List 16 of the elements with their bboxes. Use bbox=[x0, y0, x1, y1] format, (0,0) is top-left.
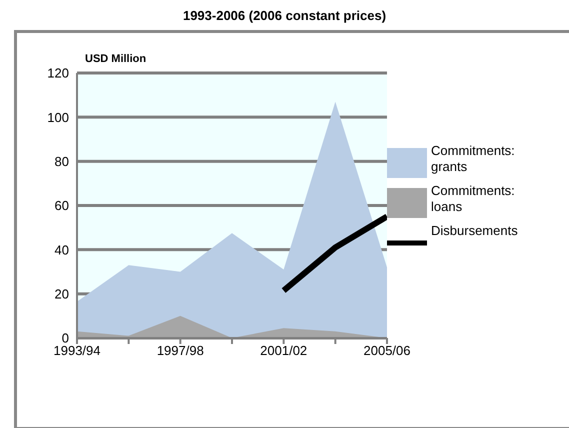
y-tick-label: 40 bbox=[54, 242, 69, 258]
y-tick-label: 100 bbox=[47, 110, 69, 125]
x-tick-label: 1993/94 bbox=[54, 343, 100, 358]
x-tick-label: 1997/98 bbox=[156, 343, 204, 358]
legend-label: Commitments: grants bbox=[431, 143, 516, 175]
text: Disbursements bbox=[431, 223, 519, 239]
legend-label: Commitments: loans bbox=[431, 183, 516, 215]
y-axis-title: USD Million bbox=[85, 53, 146, 65]
y-tick-label: 120 bbox=[47, 66, 69, 81]
y-tick-label: 60 bbox=[54, 198, 69, 214]
chart-title: 1993-2006 (2006 constant prices) bbox=[182, 8, 388, 23]
x-tick-label: 2001/02 bbox=[260, 343, 308, 358]
x-tick-label: 2005/06 bbox=[364, 343, 410, 358]
y-tick-label: 80 bbox=[54, 154, 69, 169]
y-tick-label: 0 bbox=[62, 330, 69, 346]
y-tick-label: 20 bbox=[54, 286, 69, 302]
